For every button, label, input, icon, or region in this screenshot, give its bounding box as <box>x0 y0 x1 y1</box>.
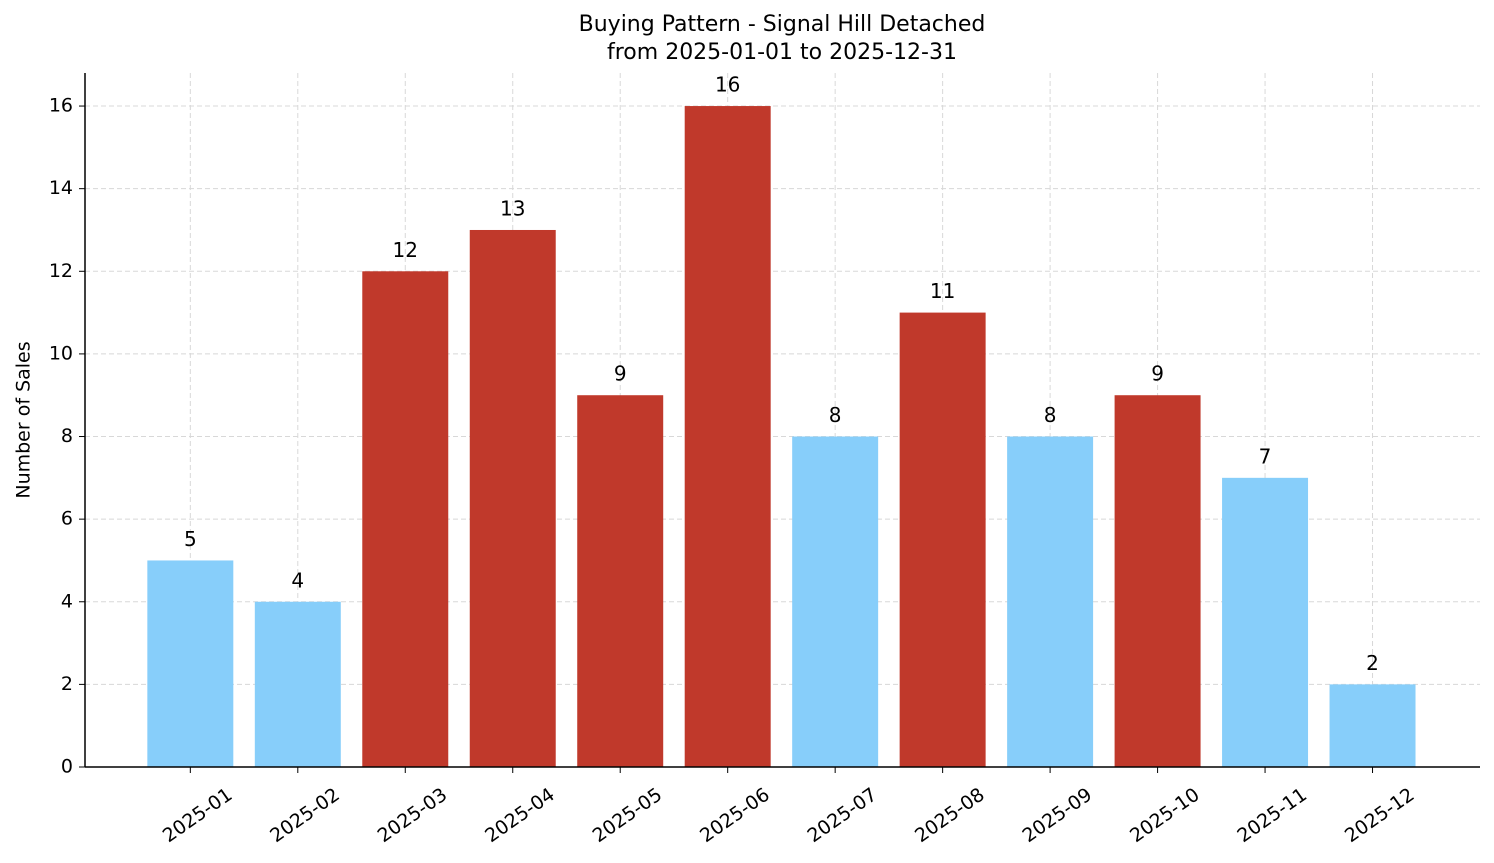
chart-subtitle: from 2025-01-01 to 2025-12-31 <box>607 40 957 65</box>
x-tick-label: 2025-12 <box>1341 784 1419 848</box>
y-tick-label: 2 <box>61 673 73 695</box>
x-tick-label: 2025-08 <box>911 784 989 848</box>
value-label: 2 <box>1366 651 1379 675</box>
x-tick-label: 2025-02 <box>266 784 344 848</box>
bar <box>1114 395 1201 767</box>
y-tick-label: 8 <box>61 425 73 447</box>
value-label: 8 <box>1044 403 1057 427</box>
value-label: 4 <box>291 568 304 592</box>
bar <box>1222 477 1309 767</box>
bar <box>362 271 449 767</box>
value-label: 13 <box>500 196 525 220</box>
y-tick-label: 10 <box>49 342 73 364</box>
bar <box>899 312 986 767</box>
value-label: 5 <box>184 527 197 551</box>
y-tick-label: 12 <box>49 260 73 282</box>
y-tick-label: 16 <box>49 95 73 117</box>
bar <box>1007 436 1094 767</box>
x-tick-label: 2025-09 <box>1018 784 1096 848</box>
y-tick-label: 4 <box>61 590 73 612</box>
y-tick-label: 0 <box>61 756 73 778</box>
value-label: 9 <box>614 362 627 386</box>
value-label: 7 <box>1259 444 1272 468</box>
value-label: 16 <box>715 73 740 97</box>
y-axis-label: Number of Sales <box>13 341 35 498</box>
bar <box>147 560 234 767</box>
x-tick-label: 2025-06 <box>696 784 774 848</box>
x-tick-label: 2025-04 <box>481 784 559 848</box>
bar <box>684 106 771 768</box>
y-tick-label: 6 <box>61 508 73 530</box>
value-label: 8 <box>829 403 842 427</box>
x-tick-label: 2025-11 <box>1233 784 1311 848</box>
x-tick-label: 2025-01 <box>159 784 237 848</box>
marks <box>147 106 1416 768</box>
value-label: 9 <box>1151 362 1164 386</box>
y-tick-label: 14 <box>49 177 73 199</box>
bar <box>254 601 341 767</box>
value-label: 12 <box>393 238 418 262</box>
bar <box>469 229 556 767</box>
bar <box>792 436 879 767</box>
bar <box>577 395 664 767</box>
x-tick-label: 2025-03 <box>374 784 452 848</box>
chart-title: Buying Pattern - Signal Hill Detached <box>579 12 986 37</box>
x-tick-label: 2025-07 <box>804 784 882 848</box>
value-label: 11 <box>930 279 955 303</box>
x-tick-label: 2025-10 <box>1126 784 1204 848</box>
x-tick-label: 2025-05 <box>589 784 667 848</box>
bar <box>1329 684 1416 767</box>
